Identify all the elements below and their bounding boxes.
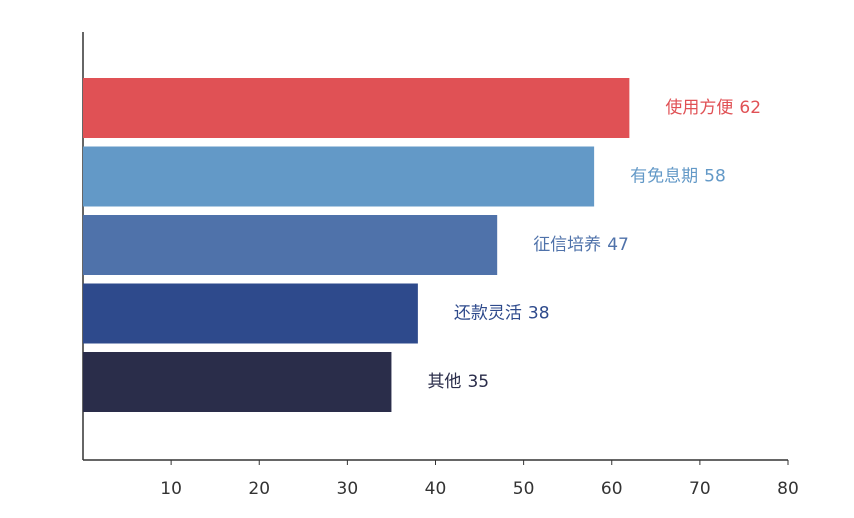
bar-label: 其他 35: [427, 372, 489, 392]
bar: [83, 146, 595, 207]
value-label: 47: [607, 235, 629, 255]
x-tick-label: 20: [248, 479, 270, 499]
bar: [83, 78, 630, 138]
category-label: 使用方便: [665, 97, 733, 118]
x-tick-label: 60: [601, 479, 623, 499]
value-label: 62: [739, 98, 761, 118]
bar-label: 使用方便 62: [665, 97, 761, 118]
x-tick-label: 30: [337, 479, 359, 499]
x-tick-label: 10: [160, 479, 182, 499]
category-label: 有免息期: [630, 167, 698, 187]
bar-label: 有免息期 58: [630, 167, 726, 187]
value-label: 58: [704, 167, 726, 187]
x-tick-label: 40: [425, 479, 447, 499]
x-tick-label: 70: [689, 479, 711, 499]
value-label: 35: [467, 372, 489, 392]
bar: [83, 215, 498, 275]
category-label: 征信培养: [533, 235, 601, 255]
bar: [83, 283, 418, 344]
bar: [83, 352, 392, 412]
bar-label: 还款灵活 38: [454, 304, 550, 324]
bar-label: 征信培养 47: [533, 235, 629, 255]
category-label: 还款灵活: [454, 304, 522, 324]
category-label: 其他: [427, 372, 461, 392]
x-tick-label: 50: [513, 479, 535, 499]
value-label: 38: [528, 304, 550, 324]
x-tick-label: 80: [777, 479, 799, 499]
